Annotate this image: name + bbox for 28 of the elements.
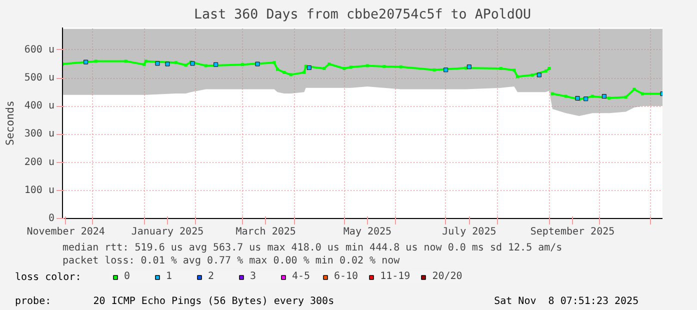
legend-label: 3 [250,271,258,282]
chart-title: Last 360 Days from cbbe20754c5f to APoldOU [194,8,532,22]
y-tick-label: 600 u [24,44,55,56]
x-tick-label: January 2025 [131,226,204,238]
legend-label: 0 [124,271,132,282]
text: packet loss: 0.01 % avg 0.77 % max 0.00 % min 0.02 % now [62,256,401,266]
legend-label: 6-10 [334,271,358,282]
legend-label: 1 [166,271,174,282]
x-tick-label: July 2025 [442,226,496,238]
legend-label: 20/20 [432,271,462,282]
y-tick-label: 0 [48,213,55,224]
y-tick-label: 100 u [24,184,55,196]
legend-label: 11-19 [380,271,410,282]
y-tick-label: 300 u [24,128,55,140]
y-axis-title: Seconds [3,100,16,146]
y-tick-label: 200 u [24,156,55,168]
text: Sat Nov 8 07:51:23 2025 [494,295,639,310]
x-tick-label: March 2025 [236,226,296,238]
legend-title: loss color: [15,271,82,285]
y-tick-label: 400 u [24,100,55,112]
legend-label: 2 [208,271,216,282]
text: median rtt: 519.6 us avg 563.7 us max 418.0 us min 444.8 us now 0.0 ms sd 12.5 am/s [62,242,562,254]
x-tick-label: May 2025 [343,226,392,238]
x-tick-label: September 2025 [530,226,615,238]
x-tick-label: November 2024 [26,226,105,238]
text: probe: 20 ICMP Echo Pings (56 Bytes) every 300s [15,295,334,310]
y-tick-label: 500 u [24,72,55,84]
legend-label: 4-5 [292,271,312,282]
